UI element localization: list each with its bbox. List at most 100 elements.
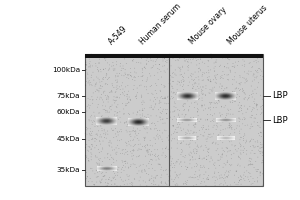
Point	[230, 78, 235, 81]
Point	[174, 74, 178, 77]
Point	[105, 83, 110, 86]
Point	[233, 61, 238, 64]
Point	[145, 127, 149, 130]
Point	[173, 161, 178, 165]
Point	[116, 171, 120, 174]
Point	[109, 89, 114, 92]
Point	[121, 148, 125, 151]
Point	[206, 69, 211, 72]
Point	[103, 82, 108, 86]
Point	[210, 158, 215, 162]
Point	[219, 173, 224, 177]
Point	[234, 169, 239, 172]
Point	[207, 101, 212, 104]
Point	[188, 154, 192, 157]
Point	[110, 84, 115, 87]
Point	[171, 124, 176, 128]
Point	[159, 176, 164, 179]
Point	[194, 131, 199, 134]
Point	[173, 93, 178, 96]
Point	[208, 133, 213, 136]
Point	[141, 99, 146, 103]
Point	[175, 141, 180, 145]
Point	[249, 183, 254, 186]
Point	[238, 82, 242, 85]
Point	[85, 77, 90, 80]
Point	[216, 133, 221, 136]
Point	[203, 128, 208, 131]
Point	[237, 132, 242, 135]
Point	[188, 116, 193, 119]
Point	[83, 146, 88, 149]
Point	[233, 100, 238, 103]
Point	[138, 183, 142, 187]
Point	[157, 100, 162, 104]
Point	[226, 53, 231, 56]
Point	[122, 94, 127, 97]
Point	[185, 128, 190, 132]
Point	[124, 95, 129, 98]
Point	[101, 76, 106, 79]
Point	[241, 135, 246, 138]
Point	[237, 130, 242, 133]
Point	[223, 176, 228, 179]
Point	[200, 104, 205, 107]
Point	[148, 144, 153, 147]
Point	[250, 114, 255, 117]
Point	[225, 57, 230, 60]
Point	[87, 106, 92, 110]
Point	[174, 131, 179, 134]
Point	[119, 84, 124, 87]
Point	[184, 98, 189, 101]
Point	[243, 96, 248, 99]
Point	[102, 129, 106, 132]
Point	[178, 136, 183, 139]
Point	[171, 124, 176, 127]
Point	[219, 119, 224, 123]
Point	[195, 135, 200, 139]
Point	[83, 63, 88, 66]
Point	[148, 53, 153, 56]
Point	[106, 141, 111, 144]
Point	[149, 104, 154, 107]
Point	[170, 72, 175, 75]
Point	[191, 131, 196, 134]
Point	[160, 117, 165, 121]
Point	[216, 171, 221, 174]
Point	[208, 78, 213, 81]
Point	[258, 146, 263, 150]
Point	[114, 88, 119, 91]
Point	[89, 143, 94, 146]
Point	[177, 173, 182, 176]
Point	[141, 125, 146, 128]
Point	[187, 153, 191, 156]
Point	[111, 177, 116, 180]
Point	[154, 84, 159, 87]
Point	[126, 166, 131, 169]
Point	[159, 181, 164, 184]
Point	[85, 97, 90, 100]
Point	[193, 126, 197, 129]
Point	[166, 95, 170, 98]
Point	[171, 125, 176, 128]
Point	[213, 179, 218, 182]
Point	[94, 161, 99, 164]
Point	[217, 85, 222, 89]
Point	[182, 109, 186, 112]
Point	[256, 132, 261, 135]
Point	[88, 65, 93, 69]
Point	[209, 57, 214, 60]
Point	[162, 84, 167, 87]
Point	[120, 152, 125, 155]
Point	[230, 90, 235, 93]
Point	[258, 170, 262, 174]
Point	[100, 80, 104, 83]
Point	[202, 72, 207, 75]
Point	[200, 157, 205, 161]
Point	[227, 122, 232, 125]
Point	[106, 111, 110, 114]
Point	[215, 159, 220, 162]
Point	[122, 55, 126, 59]
Point	[242, 91, 247, 95]
Point	[190, 73, 195, 76]
